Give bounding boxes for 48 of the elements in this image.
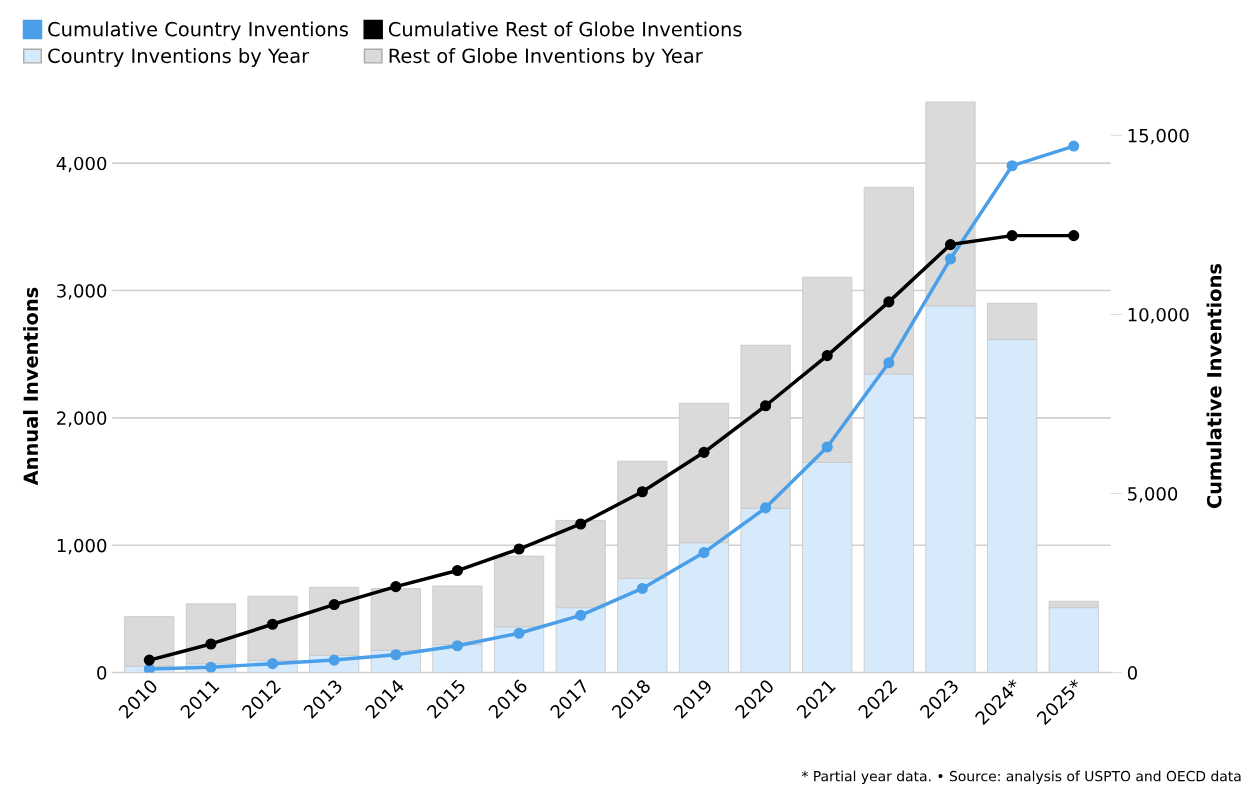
point bbox=[1006, 160, 1018, 172]
point bbox=[205, 661, 217, 673]
y-tick-label: 1,000 bbox=[57, 538, 107, 555]
point bbox=[698, 547, 710, 559]
legend-label: Cumulative Country Inventions bbox=[48, 21, 348, 41]
point bbox=[636, 486, 648, 498]
legend-label: Cumulative Rest of Globe Inventions bbox=[388, 21, 742, 37]
y2-tick-label: 5,000 bbox=[1128, 486, 1178, 503]
point bbox=[575, 609, 587, 621]
y2-tick-label: 10,000 bbox=[1128, 307, 1189, 324]
point bbox=[205, 638, 217, 650]
point bbox=[698, 446, 710, 458]
y2-axis-title: Cumulative Inventions bbox=[1206, 263, 1222, 509]
point bbox=[513, 543, 525, 555]
point bbox=[328, 654, 340, 666]
point bbox=[267, 618, 279, 630]
legend-label: Rest of Globe Inventions by Year bbox=[389, 48, 703, 67]
point bbox=[513, 627, 525, 639]
point bbox=[944, 239, 957, 251]
point bbox=[821, 350, 833, 362]
text: * Partial year data. • Source: analysis of USPTO and OECD data bbox=[801, 770, 1241, 785]
point bbox=[1068, 140, 1080, 152]
y2-tick-label: 0 bbox=[1127, 666, 1137, 680]
point bbox=[575, 518, 587, 530]
point bbox=[944, 253, 957, 265]
y2-tick-label: 15,000 bbox=[1128, 128, 1189, 145]
point bbox=[143, 663, 155, 673]
point bbox=[390, 581, 402, 593]
point bbox=[636, 582, 648, 594]
point bbox=[328, 599, 340, 611]
y-tick-label: 3,000 bbox=[57, 284, 107, 300]
legend-label: Country Inventions by Year bbox=[48, 48, 310, 67]
point bbox=[143, 654, 155, 666]
point bbox=[760, 502, 772, 514]
point bbox=[760, 400, 772, 412]
y-tick-label: 0 bbox=[97, 666, 107, 680]
point bbox=[390, 649, 402, 661]
point bbox=[1006, 230, 1018, 242]
y-axis-title: Annual Inventions bbox=[23, 287, 39, 486]
point bbox=[451, 564, 464, 577]
y-tick-label: 4,000 bbox=[56, 156, 107, 173]
point bbox=[267, 658, 279, 670]
point bbox=[821, 441, 833, 453]
y-tick-label: 2,000 bbox=[57, 411, 107, 427]
point bbox=[451, 640, 464, 652]
point bbox=[1068, 230, 1080, 242]
point bbox=[883, 357, 895, 369]
point bbox=[883, 296, 895, 308]
